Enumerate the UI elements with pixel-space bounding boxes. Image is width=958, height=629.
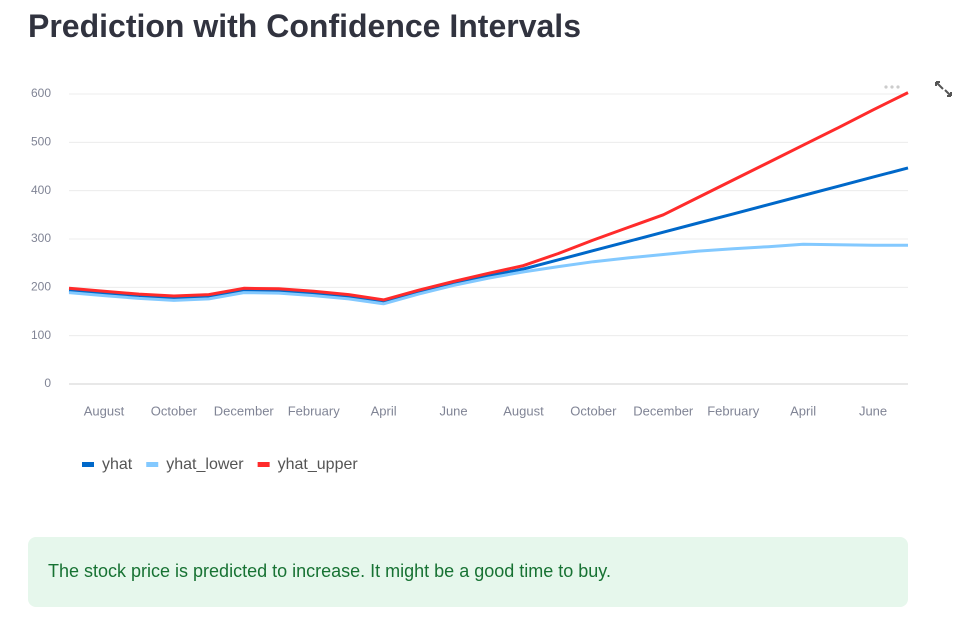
page-title: Prediction with Confidence Intervals: [28, 8, 581, 44]
x-tick-label: April: [790, 403, 816, 418]
series-line: [68, 242, 908, 306]
legend-swatch: [146, 462, 159, 467]
chart: 0 100 200 300 400 500 600 August October December…: [31, 81, 952, 473]
legend-label: yhat: [102, 456, 133, 473]
x-tick-label: August: [503, 403, 544, 418]
y-tick-label: 400: [31, 183, 51, 197]
x-tick-label: December: [214, 403, 275, 418]
fullscreen-icon[interactable]: [935, 81, 952, 97]
series-line: [68, 91, 909, 302]
y-tick-label: 300: [31, 231, 51, 245]
x-tick-label: December: [633, 403, 694, 418]
y-tick-label: 600: [31, 86, 51, 100]
x-tick-label: October: [570, 403, 617, 418]
menu-dots[interactable]: [884, 85, 900, 89]
x-tick-label: February: [288, 403, 341, 418]
x-tick-label: June: [439, 403, 467, 418]
legend-swatch: [82, 462, 94, 467]
y-tick-label: 200: [31, 280, 51, 294]
success-alert: The stock price is predicted to increase…: [28, 537, 908, 607]
y-tick-label: 100: [31, 328, 51, 342]
legend-label: yhat_lower: [166, 456, 244, 473]
y-tick-label: 500: [31, 135, 51, 149]
x-tick-label: February: [707, 403, 760, 418]
legend-label: yhat_upper: [278, 456, 359, 473]
series-line: [68, 166, 909, 304]
y-tick-label: 0: [44, 376, 51, 390]
x-tick-label: April: [371, 403, 397, 418]
x-tick-label: August: [84, 403, 125, 418]
legend-swatch: [257, 462, 270, 467]
x-tick-label: June: [859, 403, 887, 418]
x-tick-label: October: [151, 403, 198, 418]
